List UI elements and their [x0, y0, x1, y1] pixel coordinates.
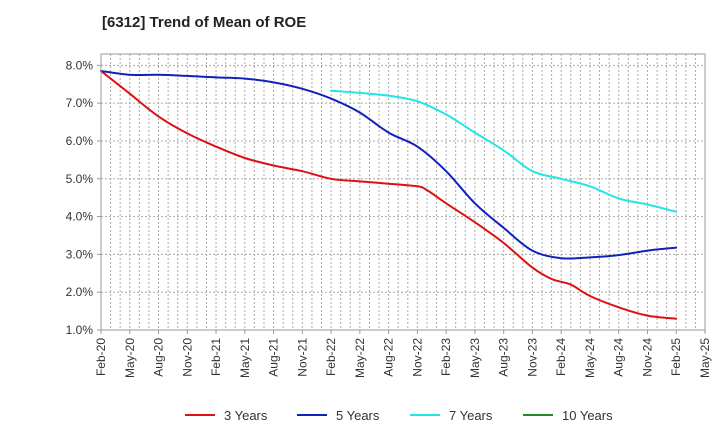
y-axis: 1.0% 2.0% 3.0% 4.0% 5.0% 6.0% 7.0% 8.0% — [66, 58, 101, 337]
x-tick-label: Feb-24 — [554, 338, 568, 376]
y-tick-label: 4.0% — [66, 210, 94, 224]
y-tick-label: 3.0% — [66, 247, 94, 261]
series-line-3-years — [100, 70, 678, 320]
series-lines — [100, 70, 678, 320]
x-tick-label: Aug-20 — [152, 338, 166, 377]
x-tick-label: Nov-24 — [640, 338, 654, 377]
y-tick-label: 2.0% — [66, 285, 94, 299]
x-tick-label: May-21 — [238, 338, 252, 378]
x-axis: Feb-20 May-20 Aug-20 Nov-20 Feb-21 May-21 Aug-… — [94, 330, 712, 378]
y-tick-label: 6.0% — [66, 134, 94, 148]
x-tick-label: Feb-21 — [209, 338, 223, 376]
x-tick-label: Aug-24 — [612, 338, 626, 377]
x-tick-label: May-22 — [353, 338, 367, 378]
x-tick-label: Aug-23 — [497, 338, 511, 377]
x-tick-label: Nov-22 — [410, 338, 424, 377]
legend-label-5-years: 5 Years — [336, 408, 380, 423]
x-tick-label: May-24 — [583, 338, 597, 378]
legend-label-10-years: 10 Years — [562, 408, 613, 423]
plot-frame — [100, 53, 706, 331]
y-tick-label: 8.0% — [66, 58, 94, 72]
y-tick-label: 1.0% — [66, 323, 94, 337]
legend: 3 Years 5 Years 7 Years 10 Years — [185, 408, 613, 423]
y-tick-label: 7.0% — [66, 96, 94, 110]
x-tick-label: Nov-23 — [525, 338, 539, 377]
x-tick-label: Aug-21 — [267, 338, 281, 377]
x-tick-label: Nov-20 — [180, 338, 194, 377]
x-tick-label: Feb-25 — [669, 338, 683, 376]
legend-label-3-years: 3 Years — [224, 408, 268, 423]
chart-title: [6312] Trend of Mean of ROE — [102, 14, 307, 31]
x-tick-label: Feb-23 — [439, 338, 453, 376]
series-line-5-years — [100, 70, 678, 260]
x-tick-label: Aug-22 — [382, 338, 396, 377]
x-tick-label: Feb-22 — [324, 338, 338, 376]
x-tick-label: May-20 — [123, 338, 137, 378]
x-tick-label: May-25 — [698, 338, 712, 378]
grid — [100, 54, 706, 331]
legend-label-7-years: 7 Years — [449, 408, 493, 423]
series-line-7-years — [330, 89, 678, 213]
y-tick-label: 5.0% — [66, 172, 94, 186]
x-tick-label: Nov-21 — [295, 338, 309, 377]
x-tick-label: May-23 — [468, 338, 482, 378]
x-tick-label: Feb-20 — [94, 338, 108, 376]
